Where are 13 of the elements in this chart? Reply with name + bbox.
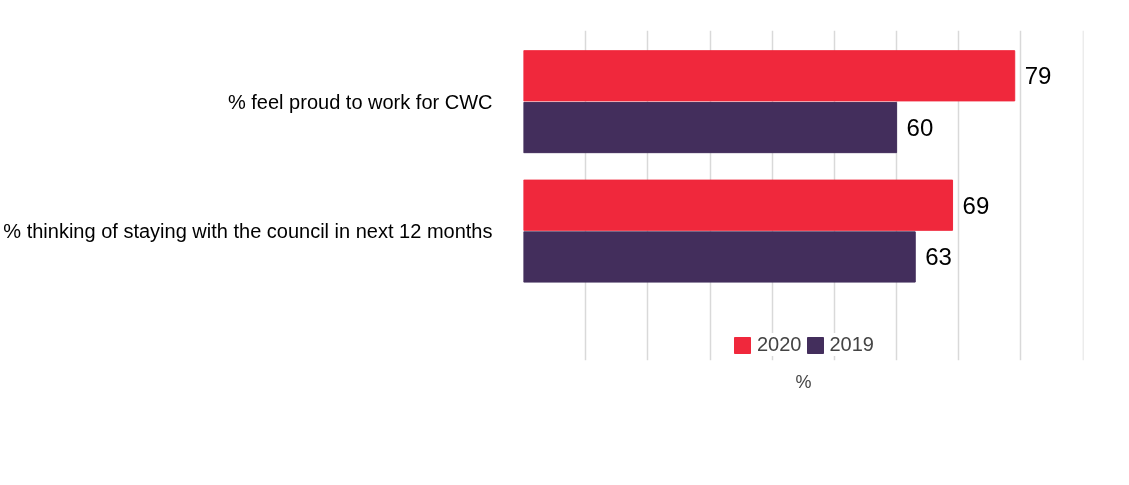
legend-label: 2020: [757, 333, 802, 356]
y-tick-label: % thinking of staying with the council in next 12 months: [3, 220, 493, 243]
bar: [523, 50, 1016, 102]
bar: [523, 179, 954, 231]
data-label: 60: [906, 114, 934, 142]
bar: [523, 101, 898, 154]
y-tick-label: % feel proud to work for CWC: [227, 90, 493, 113]
data-label: 79: [1024, 62, 1052, 90]
data-label: 69: [962, 191, 990, 219]
x-axis-title: %: [795, 371, 812, 392]
legend-label: 2019: [829, 333, 874, 356]
data-label: 63: [925, 243, 952, 271]
bar: [523, 231, 916, 283]
